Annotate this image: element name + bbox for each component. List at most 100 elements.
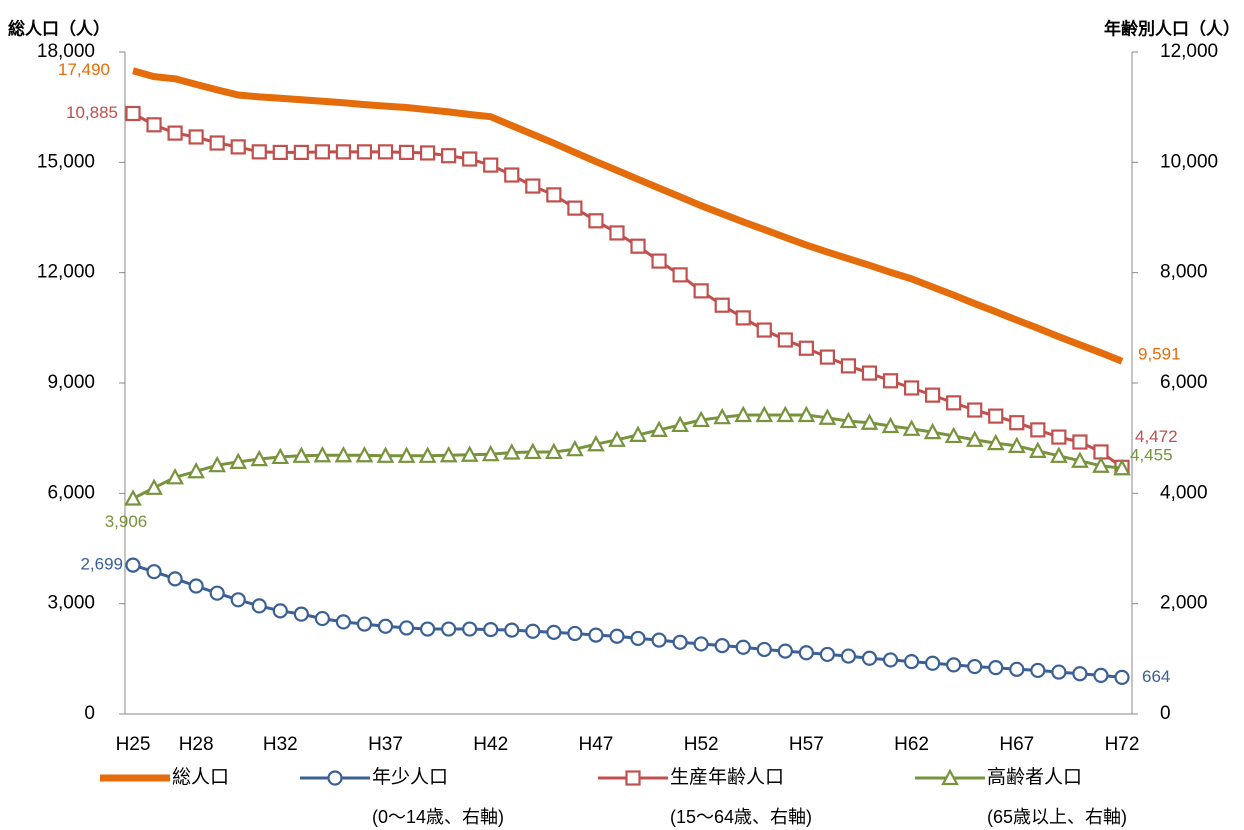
- y2-tick-label: 10,000: [1160, 151, 1218, 172]
- data-point: [419, 621, 436, 637]
- data-point: [798, 645, 814, 661]
- data-point: [630, 238, 646, 254]
- data-point: [713, 407, 732, 425]
- data-point: [1028, 441, 1047, 458]
- x-tick-label: H57: [789, 734, 824, 755]
- data-point: [650, 420, 668, 437]
- data-point: [125, 105, 141, 122]
- data-point: [567, 625, 583, 642]
- data-point: [946, 395, 962, 411]
- data-point: [250, 449, 269, 467]
- data-point: [693, 283, 709, 299]
- data-point: [1030, 662, 1046, 679]
- data-point: [208, 455, 227, 473]
- data-point: [292, 446, 311, 463]
- y2-tick-label: 8,000: [1160, 262, 1208, 283]
- data-point: [398, 620, 415, 636]
- data-point: [125, 557, 141, 573]
- y-tick-label: 3,000: [47, 593, 95, 614]
- data-point: [756, 641, 772, 658]
- y-tick-label: 9,000: [47, 372, 95, 393]
- data-point: [481, 444, 500, 462]
- data-point: [861, 365, 878, 381]
- series-line: [132, 67, 1124, 365]
- data-point: [777, 643, 793, 659]
- data-point: [272, 144, 288, 161]
- data-point: [798, 340, 814, 356]
- data-point: [1071, 451, 1089, 468]
- data-point: [146, 117, 162, 133]
- data-point: [462, 621, 478, 637]
- legend-marker: [327, 770, 343, 786]
- data-label: 2,699: [80, 555, 123, 574]
- data-point: [777, 332, 793, 348]
- data-point: [335, 614, 352, 630]
- data-point: [944, 426, 963, 444]
- data-point: [523, 442, 542, 460]
- data-point: [903, 653, 920, 670]
- data-point: [882, 373, 899, 389]
- data-point: [525, 623, 541, 639]
- data-point: [1093, 667, 1109, 683]
- data-point: [630, 630, 646, 647]
- data-point: [502, 443, 521, 460]
- x-tick-label: H28: [179, 734, 214, 755]
- data-point: [756, 322, 772, 338]
- data-point: [946, 657, 962, 673]
- data-point: [272, 603, 288, 619]
- x-tick-label: H62: [894, 734, 929, 755]
- data-point: [504, 167, 520, 183]
- data-point: [988, 408, 1004, 424]
- data-point: [925, 387, 941, 403]
- data-point: [441, 621, 457, 637]
- data-point: [271, 447, 290, 465]
- data-point: [355, 445, 374, 463]
- data-point: [145, 478, 163, 495]
- data-point: [1030, 422, 1046, 438]
- y-tick-label: 0: [84, 703, 95, 724]
- x-tick-label: H72: [1105, 734, 1140, 755]
- data-point: [314, 144, 330, 160]
- y-tick-label: 12,000: [37, 262, 95, 283]
- data-point: [146, 564, 162, 580]
- data-point: [1009, 661, 1025, 677]
- legend-label: 総人口: [172, 766, 229, 788]
- data-point: [735, 310, 751, 326]
- data-point: [439, 445, 458, 463]
- x-tick-label: H25: [116, 734, 151, 755]
- data-point: [335, 144, 352, 160]
- data-point: [525, 178, 541, 194]
- data-point: [377, 618, 394, 634]
- x-tick-label: H32: [263, 734, 298, 755]
- data-point: [881, 416, 900, 434]
- data-point: [755, 405, 774, 423]
- data-point: [483, 157, 499, 173]
- data-point: [251, 598, 267, 614]
- data-point: [672, 634, 688, 650]
- data-point: [293, 144, 309, 161]
- data-point: [483, 621, 499, 638]
- x-tick-label: H47: [579, 734, 614, 755]
- y2-tick-label: 2,000: [1160, 593, 1208, 614]
- y2-tick-label: 0: [1160, 703, 1171, 724]
- data-point: [1092, 456, 1110, 473]
- data-point: [124, 489, 142, 506]
- data-point: [313, 445, 332, 463]
- y2-tick-label: 4,000: [1160, 482, 1208, 503]
- x-tick-label: H67: [999, 734, 1034, 755]
- data-point: [988, 660, 1004, 676]
- data-point: [504, 622, 520, 638]
- data-point: [903, 380, 920, 396]
- legend-label: 年少人口: [372, 766, 448, 788]
- data-point: [1072, 666, 1088, 682]
- data-point: [566, 439, 584, 457]
- legend-note: (15〜64歳、右軸): [670, 807, 812, 827]
- data-point: [651, 632, 667, 648]
- data-point: [419, 145, 436, 161]
- x-tick-label: H52: [684, 734, 719, 755]
- data-point: [356, 616, 373, 632]
- data-point: [166, 468, 184, 485]
- data-point: [608, 430, 626, 447]
- data-point: [797, 405, 816, 423]
- legend-marker: [941, 768, 959, 786]
